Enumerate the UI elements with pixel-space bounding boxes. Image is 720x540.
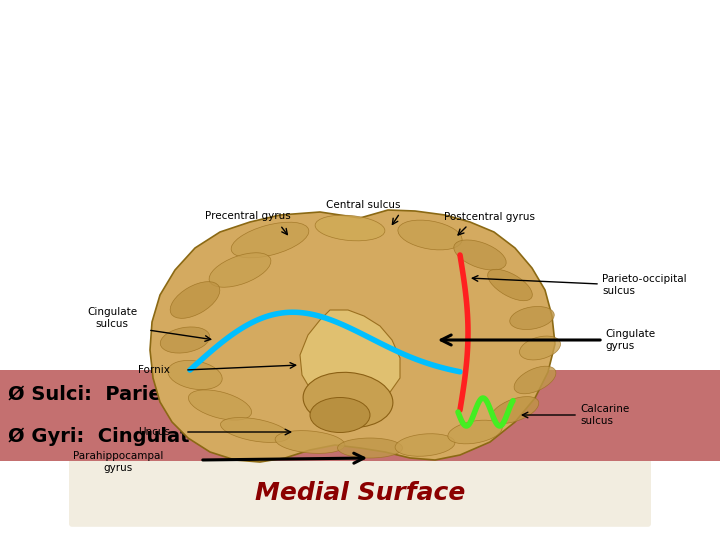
Ellipse shape (510, 307, 554, 329)
Ellipse shape (303, 372, 393, 428)
Text: Fornix: Fornix (138, 365, 170, 375)
Ellipse shape (189, 390, 251, 420)
Ellipse shape (454, 240, 506, 270)
Text: Parieto-occipital
sulcus: Parieto-occipital sulcus (602, 274, 687, 296)
Text: Ø Gyri:  Cingulate,  Parahippocampal: Ø Gyri: Cingulate, Parahippocampal (8, 427, 413, 446)
Text: Postcentral gyrus: Postcentral gyrus (444, 212, 536, 222)
Ellipse shape (315, 215, 385, 241)
Text: Central sulcus: Central sulcus (325, 200, 400, 210)
Text: Calcarine
sulcus: Calcarine sulcus (580, 404, 629, 426)
PathPatch shape (300, 310, 400, 408)
Bar (0, 461, 720, 540)
Ellipse shape (338, 438, 402, 458)
FancyBboxPatch shape (69, 458, 651, 527)
Text: Precentral gyrus: Precentral gyrus (205, 211, 291, 221)
Text: Cingulate
sulcus: Cingulate sulcus (87, 307, 137, 329)
Ellipse shape (161, 327, 210, 353)
Ellipse shape (170, 282, 220, 319)
Bar (0, 370, 720, 461)
Text: Cingulate
gyrus: Cingulate gyrus (605, 329, 655, 351)
Ellipse shape (520, 336, 560, 360)
Text: Uncus: Uncus (138, 427, 170, 437)
Ellipse shape (514, 366, 556, 394)
Ellipse shape (220, 417, 289, 442)
Ellipse shape (275, 430, 345, 454)
PathPatch shape (150, 210, 555, 462)
Ellipse shape (231, 222, 309, 258)
Text: Ø Sulci:  Parietooccipital,  Calcarine,  Cingulate: Ø Sulci: Parietooccipital, Calcarine, Ci… (8, 385, 527, 404)
Ellipse shape (168, 360, 222, 389)
Ellipse shape (487, 269, 532, 301)
Ellipse shape (209, 253, 271, 287)
Text: Medial Surface: Medial Surface (255, 481, 465, 505)
Ellipse shape (398, 220, 462, 250)
Ellipse shape (310, 397, 370, 433)
Text: Parahippocampal
gyrus: Parahippocampal gyrus (73, 451, 163, 473)
Ellipse shape (448, 420, 502, 444)
Ellipse shape (491, 396, 539, 423)
Ellipse shape (395, 434, 455, 456)
